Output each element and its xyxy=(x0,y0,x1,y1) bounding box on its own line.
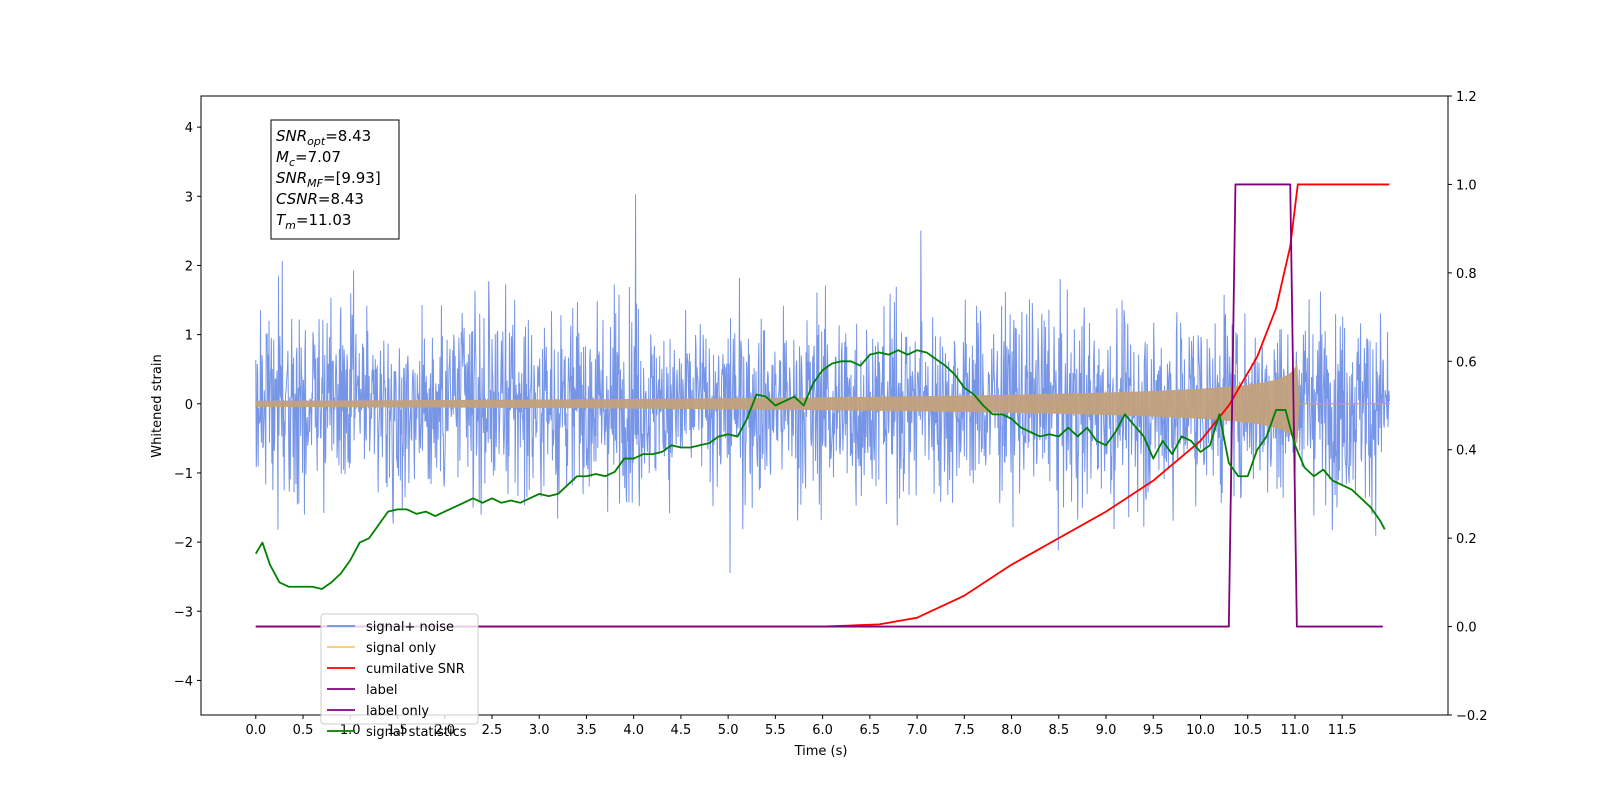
x-tick-label: 8.5 xyxy=(1048,723,1069,738)
right-y-tick-label: 0.2 xyxy=(1456,532,1477,547)
x-tick-label: 4.5 xyxy=(671,723,692,738)
x-axis-label: Time (s) xyxy=(794,744,848,759)
x-tick-label: 4.0 xyxy=(623,723,644,738)
right-y-tick-label: 0.6 xyxy=(1456,355,1477,370)
x-tick-label: 3.0 xyxy=(529,723,550,738)
x-tick-label: 7.0 xyxy=(907,723,928,738)
x-tick-label: 2.0 xyxy=(434,723,455,738)
legend: signal+ noise signal only cumilative SNR la… xyxy=(320,613,479,740)
x-tick-label: 5.5 xyxy=(765,723,786,738)
x-tick-label: 10.0 xyxy=(1186,723,1215,738)
x-tick-label: 10.5 xyxy=(1233,723,1262,738)
legend-label: signal+ noise xyxy=(366,620,454,635)
left-y-axis: 4 3 2 1 0 −1 −2 −3 −4 xyxy=(174,121,201,689)
x-tick-label: 6.5 xyxy=(860,723,881,738)
series-signal-statistics-line xyxy=(255,349,1386,590)
left-y-tick-label: 3 xyxy=(185,190,193,205)
x-tick-label: 9.5 xyxy=(1143,723,1164,738)
left-y-tick-label: −4 xyxy=(174,674,193,689)
x-tick-label: 1.5 xyxy=(387,723,408,738)
x-tick-label: 0.0 xyxy=(245,723,266,738)
annotation-line: Mc=7.07 xyxy=(276,148,341,169)
left-y-tick-label: −3 xyxy=(174,605,193,620)
x-tick-label: 6.0 xyxy=(812,723,833,738)
legend-label: label only xyxy=(366,704,429,719)
annotation-line: SNRMF=[9.93] xyxy=(276,169,381,190)
x-tick-label: 2.5 xyxy=(482,723,503,738)
right-y-tick-label: −0.2 xyxy=(1456,709,1488,724)
x-tick-label: 3.5 xyxy=(576,723,597,738)
series-cumulative-snr-line xyxy=(255,183,1390,628)
plot-area xyxy=(255,183,1390,628)
right-y-tick-label: 1.2 xyxy=(1456,90,1477,105)
y-axis-label: Whitened strain xyxy=(150,354,165,457)
axes-frame xyxy=(200,95,1449,716)
left-y-tick-label: −1 xyxy=(174,467,193,482)
x-tick-label: 7.5 xyxy=(954,723,975,738)
series-signal-noise-line xyxy=(255,194,1390,573)
x-tick-label: 0.5 xyxy=(293,723,314,738)
x-tick-label: 8.0 xyxy=(1001,723,1022,738)
left-y-tick-label: −2 xyxy=(174,536,193,551)
annotation-line: Tm=11.03 xyxy=(276,211,351,232)
legend-label: signal statistics xyxy=(366,725,467,740)
annotation-line: CSNR=8.43 xyxy=(276,190,364,208)
right-y-tick-label: 0.4 xyxy=(1456,444,1477,459)
x-tick-label: 5.0 xyxy=(718,723,739,738)
right-y-tick-label: 0.0 xyxy=(1456,621,1477,636)
annotation-box-frame xyxy=(270,119,400,240)
left-y-tick-label: 4 xyxy=(185,121,193,136)
right-y-tick-label: 0.8 xyxy=(1456,267,1477,282)
left-y-tick-label: 2 xyxy=(185,259,193,274)
legend-label: cumilative SNR xyxy=(366,662,465,677)
x-axis: 0.0 0.5 1.0 1.5 2.0 2.5 3.0 3.5 4.0 4.5 5.0 5.5 6.0 6… xyxy=(245,715,1357,738)
x-tick-label: 11.0 xyxy=(1280,723,1309,738)
series-signal-only-band xyxy=(255,363,1390,444)
annotation-line: SNRopt=8.43 xyxy=(276,127,371,148)
legend-frame xyxy=(320,613,479,725)
legend-label: signal only xyxy=(366,641,436,656)
right-y-tick-label: 1.0 xyxy=(1456,178,1477,193)
legend-label: label xyxy=(366,683,397,698)
left-y-tick-label: 1 xyxy=(185,329,193,344)
x-tick-label: 11.5 xyxy=(1328,723,1357,738)
left-y-tick-label: 0 xyxy=(185,398,193,413)
x-tick-label: 9.0 xyxy=(1096,723,1117,738)
series-label-line xyxy=(255,183,1383,628)
right-y-axis: 1.2 1.0 0.8 0.6 0.4 0.2 0.0 −0.2 xyxy=(1448,90,1488,724)
